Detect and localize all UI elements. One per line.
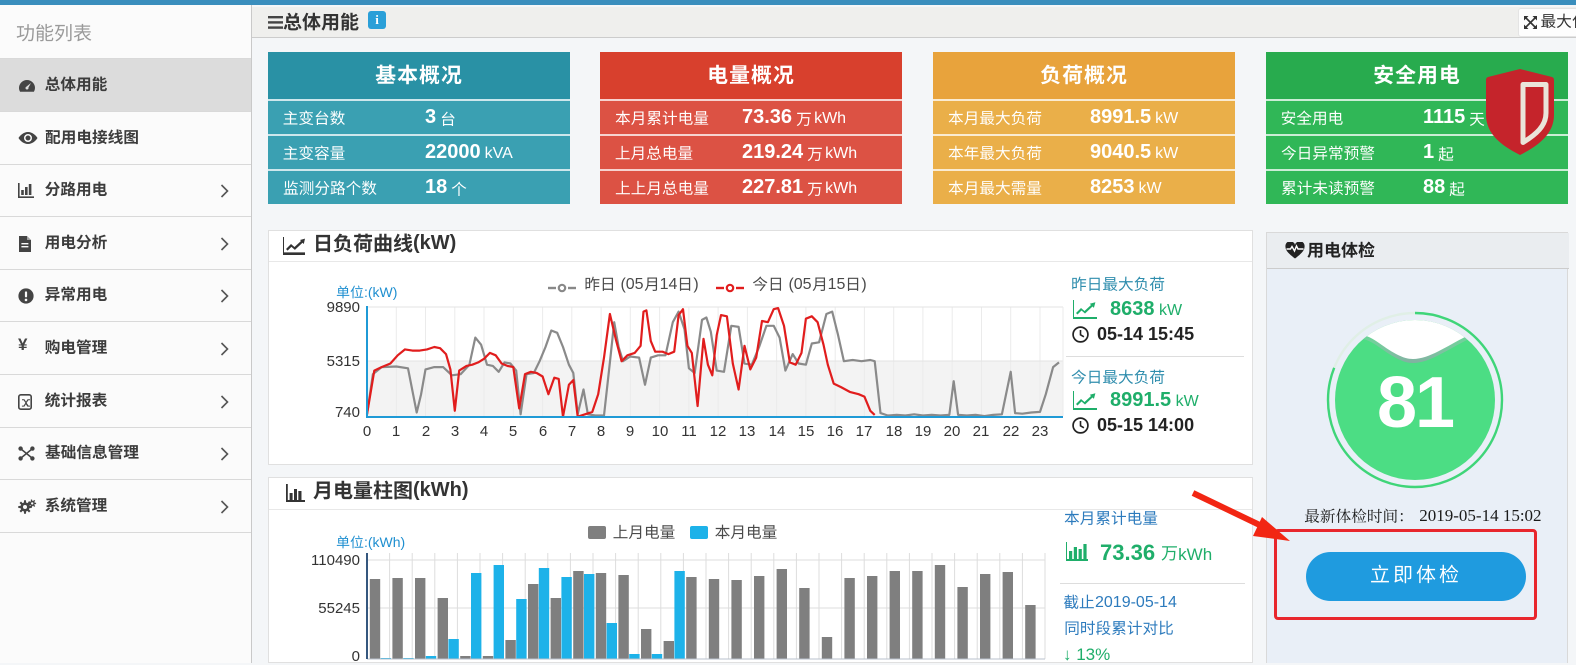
svg-text:81: 81 [1377,363,1454,443]
